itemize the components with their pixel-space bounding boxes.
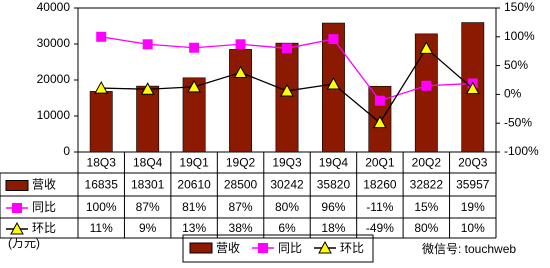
table-cell: 87%: [229, 200, 253, 214]
table-cell: 6%: [278, 221, 296, 235]
bar: [89, 91, 113, 153]
table-cell: 19%: [461, 200, 485, 214]
marker: [374, 95, 385, 106]
table-legend-label: 同比: [32, 200, 56, 214]
bar: [182, 77, 206, 153]
table-legend-label: 营收: [32, 178, 56, 192]
table-cell: -49%: [366, 221, 394, 235]
table-cell: 11%: [90, 221, 113, 235]
table-cell: -11%: [366, 200, 393, 214]
table-cell: 80%: [275, 200, 299, 214]
marker: [187, 79, 201, 93]
table-legend-icon: [5, 180, 29, 191]
table-cell: 15%: [414, 200, 438, 214]
x-tick-label: 20Q3: [458, 156, 488, 170]
unit-label: (万元): [8, 236, 40, 250]
marker: [465, 81, 480, 95]
bar: [275, 42, 299, 153]
x-tick-label: 20Q2: [412, 156, 442, 170]
marker: [419, 41, 434, 54]
bar: [414, 33, 438, 153]
table-cell: 16835: [85, 178, 119, 192]
table-cell: 20610: [177, 178, 211, 192]
table-legend-icon-marker: [10, 221, 24, 235]
table-cell: 32822: [410, 178, 444, 192]
legend-label: 营收: [216, 241, 240, 255]
x-tick-label: 19Q3: [272, 156, 302, 170]
x-tick-label: 18Q4: [133, 156, 163, 170]
y2-tick-label: -50%: [504, 115, 532, 129]
marker: [233, 65, 248, 79]
legend-label: 同比: [278, 241, 302, 255]
marker: [189, 42, 200, 53]
table-cell: 38%: [229, 221, 253, 235]
x-tick-label: 19Q1: [179, 156, 209, 170]
y2-tick-label: 50%: [504, 58, 528, 72]
watermark: 微信号: touchweb: [422, 242, 516, 256]
table-cell: 80%: [414, 221, 438, 235]
table-cell: 87%: [136, 200, 160, 214]
marker: [235, 39, 246, 50]
table-cell: 28500: [224, 178, 258, 192]
table-legend-label: 环比: [32, 221, 56, 235]
table-cell: 10%: [461, 221, 485, 235]
marker: [373, 115, 387, 129]
marker: [142, 39, 153, 50]
legend-icon-marker: [258, 243, 268, 253]
marker: [282, 43, 292, 54]
table-legend-icon-marker: [12, 203, 22, 213]
table-cell: 13%: [182, 221, 206, 235]
table-cell: 30242: [270, 178, 304, 192]
legend-label: 环比: [340, 241, 364, 255]
bar: [229, 49, 253, 153]
table-cell: 100%: [86, 200, 117, 214]
y2-tick-label: 100%: [504, 29, 535, 43]
table-cell: 18260: [363, 178, 397, 192]
y2-tick-label: -100%: [504, 144, 539, 158]
legend-box: [182, 234, 374, 263]
marker: [140, 82, 155, 95]
y-tick-label: 10000: [37, 108, 71, 122]
legend-icon-marker: [318, 240, 332, 254]
bar: [136, 85, 160, 153]
legend-icon: [189, 242, 213, 254]
marker: [326, 76, 341, 90]
marker: [94, 81, 109, 94]
x-tick-label: 18Q3: [87, 156, 117, 170]
y2-tick-label: 0%: [504, 87, 522, 101]
y2-tick-label: 150%: [504, 0, 535, 14]
table-cell: 18301: [131, 178, 165, 192]
marker: [328, 34, 339, 45]
table-cell: 35957: [456, 178, 490, 192]
marker: [280, 83, 294, 97]
y-tick-label: 20000: [37, 72, 71, 86]
table-cell: 35820: [317, 178, 351, 192]
y-tick-label: 40000: [37, 0, 71, 14]
y-tick-label: 0: [63, 144, 70, 158]
x-tick-label: 20Q1: [365, 156, 395, 170]
marker: [96, 31, 107, 42]
x-tick-label: 19Q2: [226, 156, 256, 170]
table-cell: 18%: [321, 221, 345, 235]
table-cell: 9%: [139, 221, 157, 235]
marker: [421, 80, 432, 91]
table-cell: 81%: [182, 200, 206, 214]
y-tick-label: 30000: [37, 36, 71, 50]
table-cell: 96%: [321, 200, 345, 214]
x-tick-label: 19Q4: [319, 156, 349, 170]
